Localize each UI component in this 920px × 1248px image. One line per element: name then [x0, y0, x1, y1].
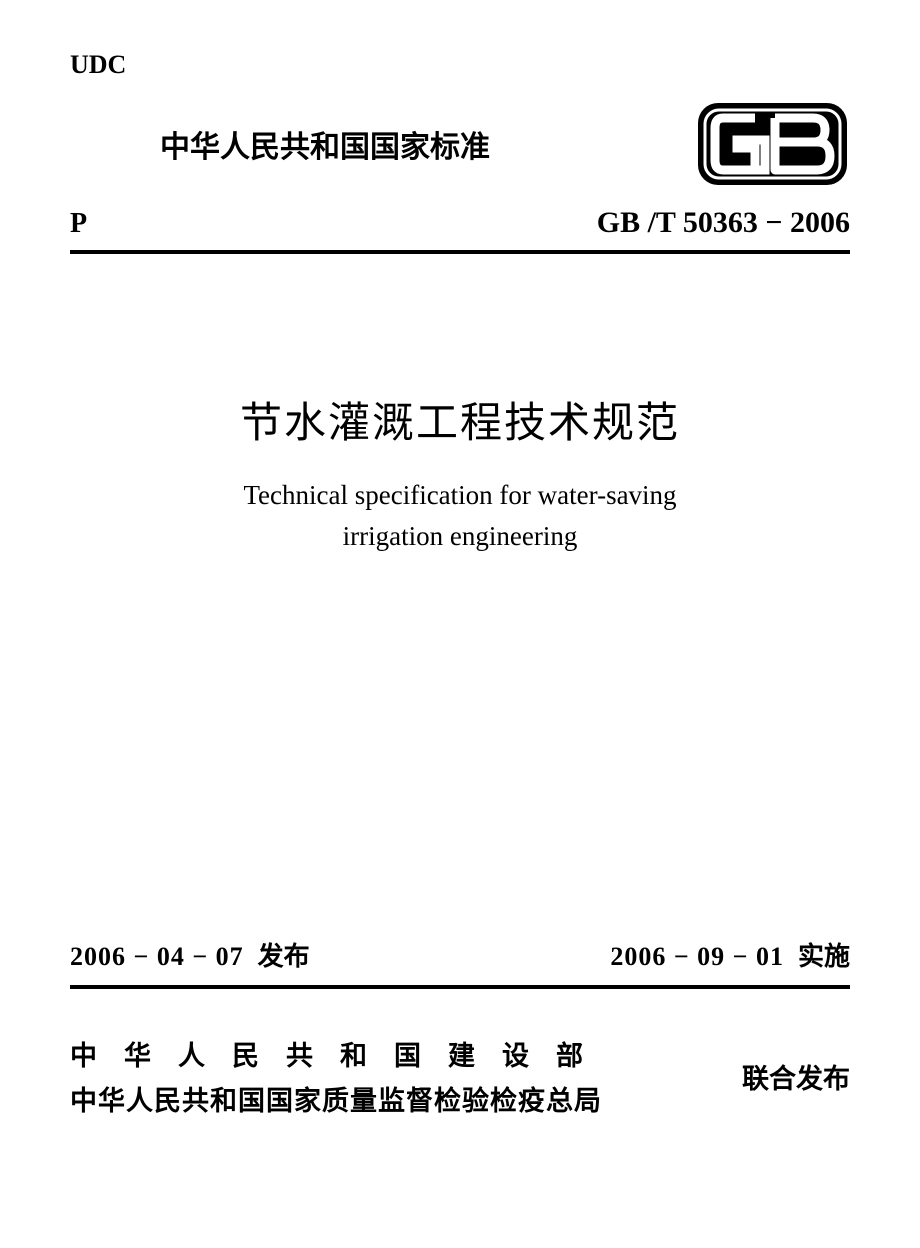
english-title-line2: irrigation engineering [343, 521, 578, 551]
issue-date-block: 2006 − 04 − 07 发布 [70, 936, 310, 973]
english-title: Technical specification for water-saving… [70, 475, 850, 556]
impl-date: 2006 − 09 − 01 [610, 942, 784, 972]
issuer-line2: 中华人民共和国国家质量监督检验检疫总局 [70, 1079, 610, 1118]
issuer-line1: 中华人民共和国建设部 [70, 1034, 610, 1073]
bottom-divider [70, 985, 850, 989]
standard-number-row: P GB /T 50363 − 2006 [70, 206, 850, 250]
english-title-line1: Technical specification for water-saving [243, 480, 676, 510]
issuer-section: 中华人民共和国建设部 中华人民共和国国家质量监督检验检疫总局 联合发布 [70, 1034, 850, 1118]
impl-label: 实施 [798, 936, 850, 973]
title-section: 节水灌溉工程技术规范 Technical specification for w… [70, 389, 850, 556]
issue-date: 2006 − 04 − 07 [70, 942, 244, 972]
date-row: 2006 − 04 − 07 发布 2006 − 09 − 01 实施 [70, 936, 850, 985]
gb-logo-icon [695, 100, 850, 188]
chinese-title: 节水灌溉工程技术规范 [70, 389, 850, 450]
p-label: P [70, 208, 87, 240]
issue-label: 发布 [258, 936, 310, 973]
joint-issue-label: 联合发布 [742, 1057, 850, 1096]
top-divider [70, 250, 850, 254]
udc-label: UDC [70, 50, 126, 80]
standard-header: 中华人民共和国国家标准 [70, 100, 850, 188]
prc-standard-text: 中华人民共和国国家标准 [160, 122, 490, 166]
standard-number: GB /T 50363 − 2006 [597, 206, 850, 240]
issuer-left: 中华人民共和国建设部 中华人民共和国国家质量监督检验检疫总局 [70, 1034, 610, 1118]
impl-date-block: 2006 − 09 − 01 实施 [610, 936, 850, 973]
header-row: UDC [70, 50, 850, 80]
